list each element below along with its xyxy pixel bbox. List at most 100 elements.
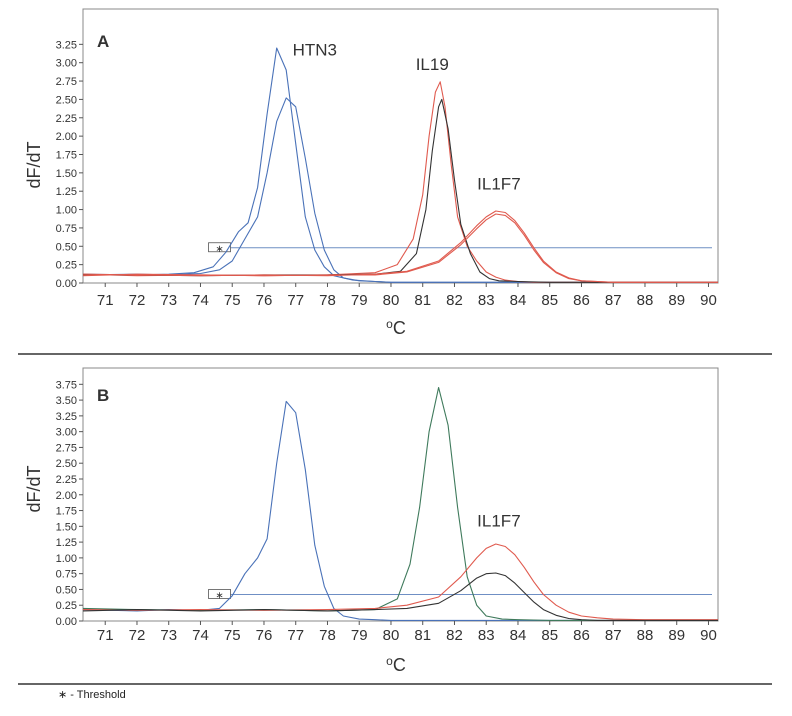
x-tick-label: 78 <box>319 627 336 644</box>
threshold-marker-box <box>208 242 231 253</box>
x-tick-label: 87 <box>605 292 622 309</box>
asterisk-icon: ∗ <box>58 689 68 701</box>
celsius-unit: C <box>393 318 406 338</box>
y-tick-label: 2.75 <box>56 76 77 88</box>
celsius-unit: C <box>393 655 406 675</box>
y-axis-title: dF/dT <box>24 465 44 512</box>
y-tick-label: 1.00 <box>56 553 77 565</box>
x-tick-label: 73 <box>160 292 177 309</box>
x-tick-label: 81 <box>414 292 431 309</box>
y-tick-label: 2.00 <box>56 490 77 502</box>
x-tick-label: 77 <box>287 627 304 644</box>
x-tick-label: 86 <box>573 627 590 644</box>
x-axis-title: oC <box>386 654 406 675</box>
y-tick-label: 3.25 <box>56 39 77 51</box>
y-tick-label: 0.50 <box>56 584 77 596</box>
x-tick-label: 80 <box>383 627 400 644</box>
degree-sign: o <box>386 654 393 668</box>
x-tick-label: 79 <box>351 627 368 644</box>
threshold-marker-icon: ∗ <box>215 590 223 601</box>
x-tick-label: 86 <box>573 292 590 309</box>
footnote-text: - Threshold <box>70 689 126 701</box>
y-tick-label: 2.00 <box>56 131 77 143</box>
x-tick-label: 90 <box>700 627 717 644</box>
x-tick-label: 78 <box>319 292 336 309</box>
x-tick-label: 88 <box>637 292 654 309</box>
series-line-4 <box>82 572 718 621</box>
x-tick-label: 74 <box>192 627 209 644</box>
x-tick-label: 71 <box>97 627 114 644</box>
y-tick-label: 0.50 <box>56 241 77 253</box>
x-tick-label: 82 <box>446 292 463 309</box>
threshold-marker-box <box>208 589 231 599</box>
x-tick-label: 79 <box>351 292 368 309</box>
series-line-1 <box>82 400 718 621</box>
y-tick-label: 2.75 <box>56 442 77 454</box>
y-tick-label: 0.25 <box>56 600 77 612</box>
x-tick-label: 76 <box>256 292 273 309</box>
x-tick-label: 87 <box>605 627 622 644</box>
plot-frame <box>82 8 719 284</box>
y-tick-label: 1.75 <box>56 506 77 518</box>
y-tick-label: 3.75 <box>56 379 77 391</box>
x-tick-label: 90 <box>700 292 717 309</box>
x-tick-label: 74 <box>192 292 209 309</box>
x-tick-label: 84 <box>510 292 527 309</box>
threshold-marker-icon: ∗ <box>215 244 223 255</box>
y-tick-label: 1.50 <box>56 168 77 180</box>
y-tick-label: 3.00 <box>56 427 77 439</box>
chart-panel-b: 0.00 0.25 0.50 0.75 1.00 1.25 1.50 1.75 2.00 2.25… <box>24 367 719 675</box>
x-axis-title: oC <box>386 317 406 338</box>
x-tick-label: 80 <box>383 292 400 309</box>
x-tick-label: 81 <box>414 627 431 644</box>
threshold-footnote: ∗ - Threshold <box>58 688 126 701</box>
degree-sign: o <box>386 317 393 331</box>
series-line-2 <box>82 97 718 283</box>
peak-label-htn3: HTN3 <box>293 40 337 59</box>
y-tick-label: 0.75 <box>56 569 77 581</box>
x-tick-label: 72 <box>129 627 146 644</box>
y-tick-label: 0.00 <box>56 278 77 290</box>
y-tick-label: 2.25 <box>56 474 77 486</box>
series-line-4 <box>83 98 718 283</box>
y-tick-label: 3.50 <box>56 395 77 407</box>
peak-label-il1f7: IL1F7 <box>477 175 520 194</box>
y-tick-label: 1.75 <box>56 149 77 161</box>
y-tick-label: 0.25 <box>56 260 77 272</box>
peak-label-il19: IL19 <box>416 55 449 74</box>
y-tick-label: 0.75 <box>56 223 77 235</box>
series-line-2 <box>82 386 718 621</box>
x-tick-label: 85 <box>541 292 558 309</box>
y-tick-label: 2.25 <box>56 113 77 125</box>
x-tick-label: 89 <box>668 292 685 309</box>
x-tick-label: 88 <box>637 627 654 644</box>
y-tick-label: 0.00 <box>56 616 77 628</box>
series-line-3 <box>82 543 718 621</box>
x-tick-label: 77 <box>287 292 304 309</box>
y-tick-label: 2.50 <box>56 94 77 106</box>
x-tick-label: 72 <box>129 292 146 309</box>
x-tick-label: 71 <box>97 292 114 309</box>
series-line-3 <box>82 81 718 283</box>
peak-label-il1f7: IL1F7 <box>477 511 520 530</box>
x-tick-label: 84 <box>510 627 527 644</box>
y-tick-label: 3.25 <box>56 411 77 423</box>
x-tick-label: 75 <box>224 292 241 309</box>
y-tick-label: 1.25 <box>56 537 77 549</box>
chart-panel-a: 0.00 0.25 0.50 0.75 1.00 1.25 1.50 1.75 2.00 2.25… <box>24 8 719 338</box>
y-tick-label: 1.25 <box>56 186 77 198</box>
x-tick-label: 75 <box>224 627 241 644</box>
x-tick-label: 85 <box>541 627 558 644</box>
y-tick-label: 1.00 <box>56 205 77 217</box>
x-tick-label: 89 <box>668 627 685 644</box>
series-line-1 <box>82 47 718 283</box>
x-tick-label: 82 <box>446 627 463 644</box>
panel-letter: B <box>97 386 109 405</box>
x-tick-label: 83 <box>478 292 495 309</box>
y-tick-label: 2.50 <box>56 458 77 470</box>
x-tick-label: 83 <box>478 627 495 644</box>
panel-letter: A <box>97 32 109 51</box>
y-axis-title: dF/dT <box>24 141 44 188</box>
x-tick-label: 73 <box>160 627 177 644</box>
